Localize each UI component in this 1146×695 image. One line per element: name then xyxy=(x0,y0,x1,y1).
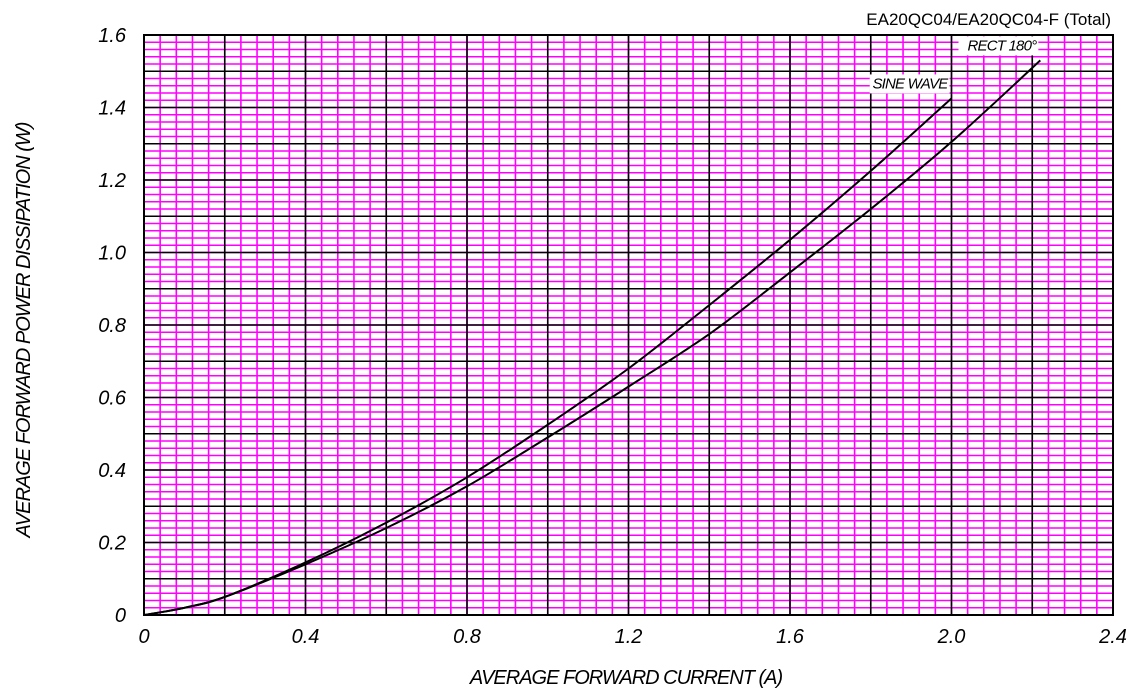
y-tick-label: 0.6 xyxy=(98,388,127,410)
y-tick-label: 1.6 xyxy=(98,25,127,47)
y-axis-label: AVERAGE FORWARD POWER DISSIPATION (W) xyxy=(13,122,35,538)
y-tick-label: 0 xyxy=(115,605,126,627)
y-tick-label: 1.0 xyxy=(98,243,126,265)
x-tick-label: 2.4 xyxy=(1098,626,1127,648)
x-tick-label: 0.4 xyxy=(292,626,320,648)
y-tick-label: 0.8 xyxy=(98,315,126,337)
curve-label-bg xyxy=(958,36,1039,56)
y-tick-label: 0.2 xyxy=(98,533,126,555)
y-tick-label: 1.4 xyxy=(98,98,126,120)
x-tick-label: 1.2 xyxy=(615,626,643,648)
curve-label: RECT 180° xyxy=(967,37,1037,54)
x-tick-label: 2.0 xyxy=(937,626,966,648)
tick-labels: 0 0.4 0.8 1.2 1.6 2.0 2.4 0 0.2 0.4 0.6 0.8 1.0 1.2 1.… xyxy=(98,25,1127,648)
y-tick-label: 1.2 xyxy=(98,170,126,192)
curve-label: SINE WAVE xyxy=(872,75,949,92)
x-axis-label: AVERAGE FORWARD CURRENT (A) xyxy=(469,667,783,689)
x-tick-label: 1.6 xyxy=(776,626,805,648)
series-lines xyxy=(143,59,1041,616)
x-tick-label: 0.8 xyxy=(453,626,481,648)
x-tick-label: 0 xyxy=(138,626,149,648)
curve-label-bg xyxy=(869,74,950,94)
curve-labels: RECT 180° SINE WAVE xyxy=(869,36,1039,94)
plot-frame xyxy=(143,34,1114,616)
series-line-1 xyxy=(143,97,953,616)
y-tick-label: 0.4 xyxy=(98,460,126,482)
grid xyxy=(143,34,1114,616)
chart-title: EA20QC04/EA20QC04-F (Total) xyxy=(866,10,1111,29)
